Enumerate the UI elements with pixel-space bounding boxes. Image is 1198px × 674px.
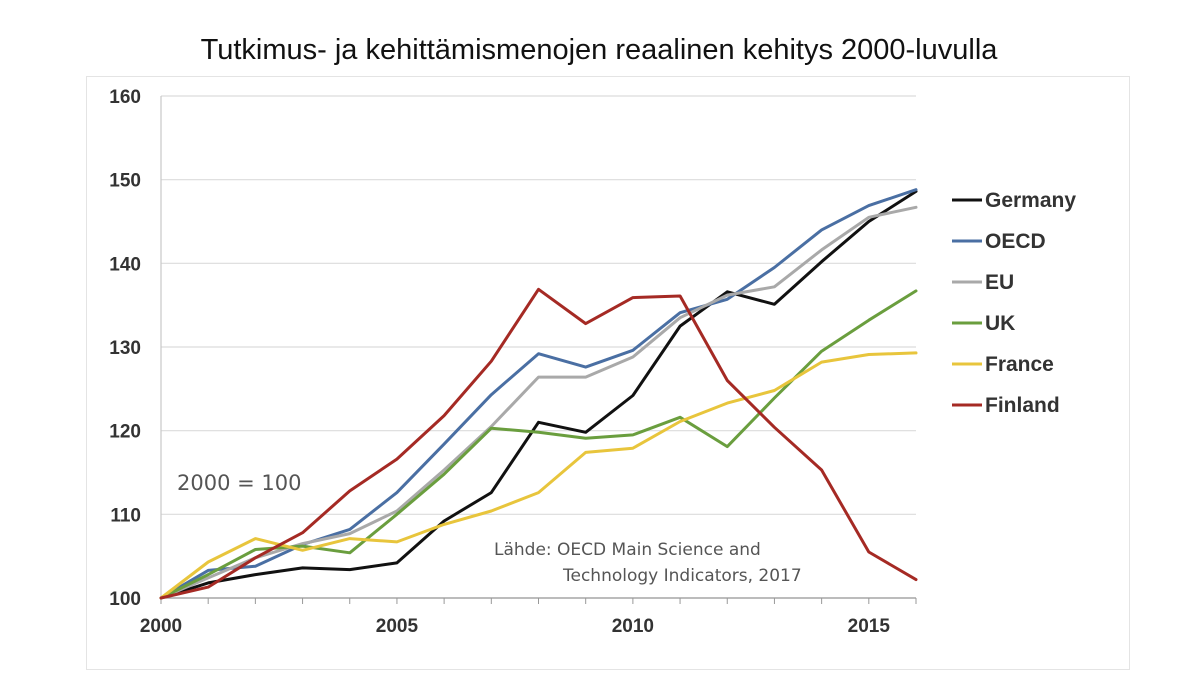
y-tick-label: 110	[110, 505, 141, 526]
series-line-oecd	[159, 188, 918, 600]
legend-label-eu: EU	[985, 271, 1014, 294]
y-tick-label: 160	[109, 87, 141, 108]
y-tick-label: 100	[109, 589, 141, 610]
gridlines	[161, 95, 916, 599]
source-line-2: Technology Indicators, 2017	[562, 566, 802, 586]
series-lines	[159, 188, 918, 600]
y-tick-label: 150	[109, 171, 141, 192]
y-tick-label: 140	[109, 254, 141, 275]
legend-label-finland: Finland	[985, 394, 1060, 417]
x-tick-label: 2010	[612, 616, 654, 637]
chart-title: Tutkimus- ja kehittämismenojen reaalinen…	[200, 34, 998, 66]
axes: 100 110 120 130 140 150 160 2000 2005 2010 2015	[109, 87, 917, 637]
series-line-finland	[159, 287, 918, 600]
series-line-germany	[159, 189, 918, 600]
y-tick-label: 130	[109, 338, 141, 359]
chart-frame	[86, 76, 1130, 670]
x-tick-label: 2005	[376, 616, 419, 637]
source-line-1: Lähde: OECD Main Science and	[494, 540, 761, 560]
x-tick-label: 2000	[140, 616, 182, 637]
base-note: 2000 = 100	[177, 471, 301, 495]
legend-label-oecd: OECD	[985, 230, 1046, 253]
y-tick-label: 120	[109, 422, 141, 443]
legend: Germany OECD EU UK France Finland	[952, 189, 1076, 417]
x-tick-label: 2015	[848, 616, 891, 637]
legend-label-germany: Germany	[985, 189, 1076, 212]
legend-label-france: France	[985, 353, 1054, 376]
legend-label-uk: UK	[985, 312, 1015, 335]
series-line-france	[159, 351, 918, 600]
